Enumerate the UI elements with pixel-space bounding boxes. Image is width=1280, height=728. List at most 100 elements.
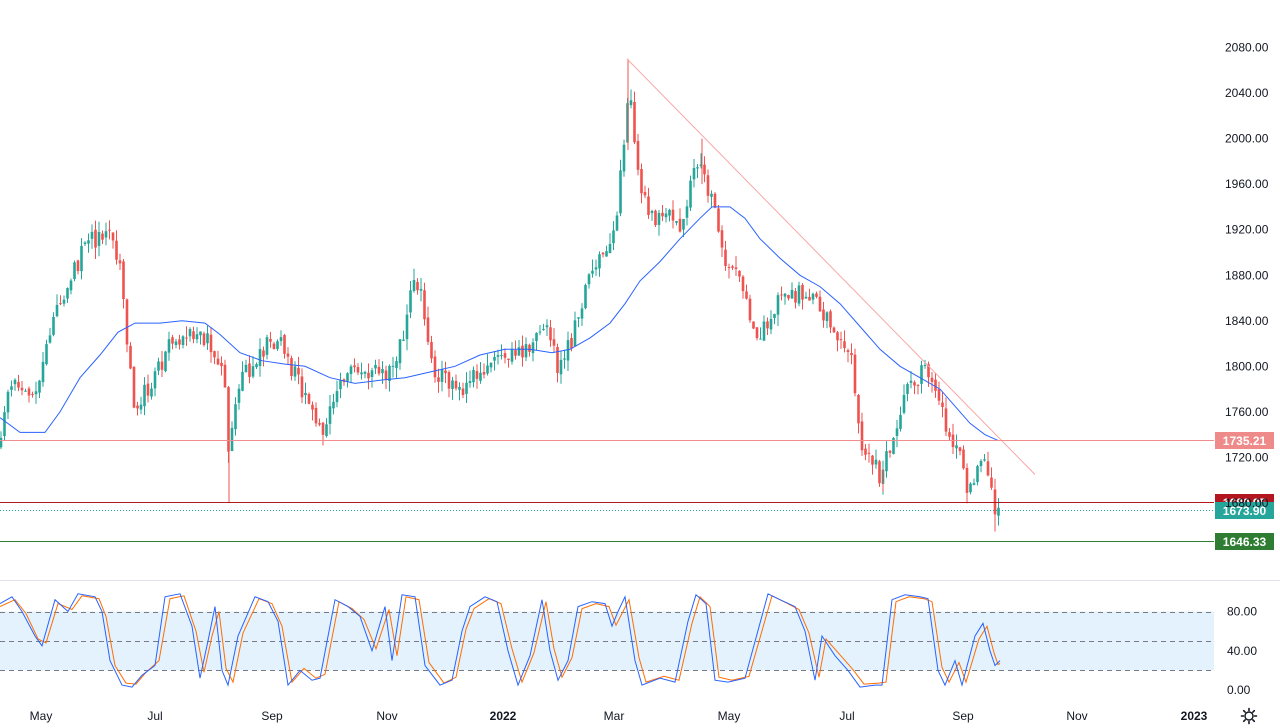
candle-body (706, 175, 710, 196)
candle-body (888, 450, 892, 453)
candle-body (272, 343, 276, 350)
stochastic-oscillator-pane[interactable] (0, 593, 1214, 688)
candle-body (115, 240, 118, 260)
time-tick-label: Nov (376, 709, 397, 723)
candle-body (811, 293, 815, 300)
candle-body (486, 365, 489, 374)
candle-body (822, 309, 825, 321)
candle-body (843, 341, 846, 349)
candle-body (87, 240, 90, 244)
candle-body (468, 381, 472, 384)
candle-body (314, 407, 318, 424)
candle-body (199, 331, 202, 336)
settings-gear-icon[interactable] (1240, 707, 1258, 725)
candle-body (741, 276, 745, 292)
candle-body (493, 356, 496, 361)
candle-body (962, 449, 965, 469)
candle-body (584, 285, 587, 309)
candle-body (423, 290, 426, 320)
candle-body (458, 386, 461, 390)
candle-body (598, 254, 601, 269)
candle-body (24, 390, 27, 392)
candle-body (265, 337, 269, 355)
candle-body (983, 459, 986, 461)
candle-body (419, 288, 423, 291)
level-badge-label: 1735.21 (1223, 434, 1267, 448)
candle-body (237, 388, 241, 403)
candle-body (321, 422, 325, 435)
candle-body (335, 391, 339, 403)
candle-body (332, 401, 335, 409)
candle-body (682, 218, 685, 230)
price-tick-label: 1880.00 (1225, 268, 1269, 282)
candle-body (416, 281, 419, 291)
candle-body (234, 404, 237, 430)
time-tick-label: May (30, 709, 53, 723)
candle-body (661, 212, 664, 217)
time-tick-label: May (718, 709, 741, 723)
candle-body (906, 384, 909, 394)
candle-body (395, 361, 398, 369)
candle-body (129, 345, 132, 369)
candlestick-plot[interactable] (0, 58, 1280, 581)
candle-body (146, 383, 150, 396)
candle-body (923, 365, 927, 367)
candle-body (433, 356, 437, 378)
candle-body (783, 293, 787, 297)
candle-body (122, 261, 125, 299)
candle-body (300, 376, 304, 398)
candle-body (507, 358, 510, 360)
candle-body (752, 321, 755, 329)
oscillator-tick-label: 0.00 (1227, 683, 1251, 697)
candle-body (220, 362, 223, 367)
candle-body (969, 483, 972, 493)
downtrend-line[interactable] (626, 58, 1036, 475)
stochastic-d-line (0, 595, 1001, 685)
candle-body (202, 333, 206, 346)
candle-body (892, 437, 895, 454)
candle-body (293, 366, 297, 377)
candle-body (654, 210, 657, 226)
candle-body (111, 232, 115, 241)
candle-body (727, 267, 731, 269)
candle-body (90, 231, 94, 239)
candle-body (713, 193, 717, 208)
candle-body (738, 270, 741, 277)
candle-body (755, 327, 759, 339)
candle-body (216, 358, 220, 365)
candle-body (153, 371, 157, 389)
candle-body (731, 266, 734, 268)
candle-body (538, 331, 542, 333)
candle-body (997, 507, 1000, 516)
candle-body (227, 387, 230, 452)
candle-body (500, 355, 503, 357)
candle-body (717, 208, 720, 232)
time-tick-label: 2023 (1181, 709, 1208, 723)
candle-body (619, 170, 622, 214)
candle-body (836, 332, 839, 341)
candle-body (318, 423, 321, 425)
candle-body (671, 209, 675, 221)
candle-body (69, 280, 73, 291)
candle-body (549, 327, 552, 341)
time-axis[interactable]: May Jul Sep Nov 2022 Mar May Jul Sep Nov 2023 (30, 709, 1208, 723)
candle-body (724, 249, 727, 267)
candle-body (685, 206, 689, 218)
candle-body (472, 369, 475, 383)
candle-body (405, 314, 409, 340)
candle-body (636, 140, 640, 170)
candle-body (479, 372, 482, 381)
stochastic-k-line (0, 593, 1001, 688)
price-axis[interactable]: 2080.00 2040.00 2000.00 1960.00 1920.00 1880.… (1225, 41, 1269, 511)
candle-body (157, 361, 160, 371)
candle-body (55, 304, 59, 317)
candle-body (311, 404, 314, 410)
candle-body (258, 349, 262, 366)
candle-body (412, 279, 416, 291)
candle-body (675, 220, 678, 223)
candle-body (409, 290, 412, 313)
candle-body (185, 337, 188, 339)
candle-body (920, 365, 923, 384)
candle-body (94, 229, 97, 248)
